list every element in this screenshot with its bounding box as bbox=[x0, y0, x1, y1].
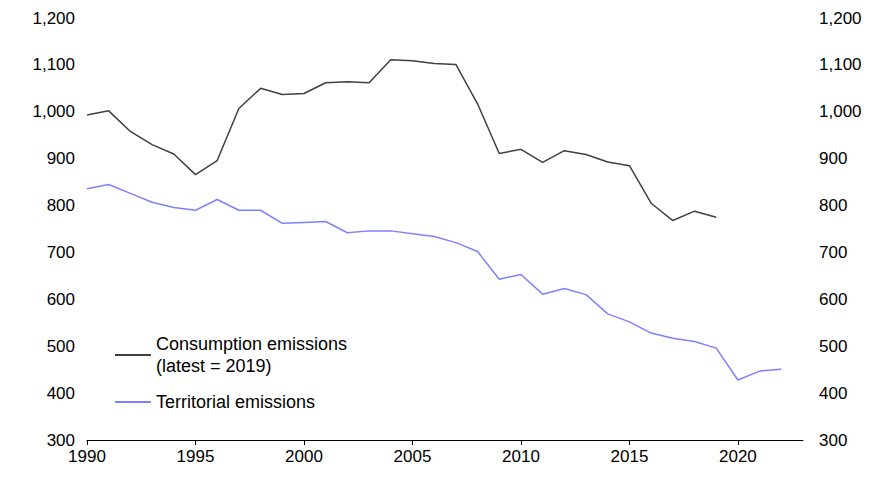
svg-text:Territorial emissions: Territorial emissions bbox=[156, 392, 315, 412]
svg-text:1,100: 1,100 bbox=[819, 55, 862, 74]
svg-text:1,200: 1,200 bbox=[32, 9, 75, 28]
svg-text:600: 600 bbox=[819, 290, 847, 309]
svg-text:1,000: 1,000 bbox=[819, 102, 862, 121]
svg-text:600: 600 bbox=[47, 290, 75, 309]
svg-text:800: 800 bbox=[47, 196, 75, 215]
svg-text:700: 700 bbox=[819, 243, 847, 262]
svg-text:300: 300 bbox=[819, 431, 847, 450]
svg-text:2020: 2020 bbox=[719, 447, 757, 466]
svg-text:700: 700 bbox=[47, 243, 75, 262]
svg-text:2015: 2015 bbox=[611, 447, 649, 466]
svg-text:2010: 2010 bbox=[502, 447, 540, 466]
svg-text:1990: 1990 bbox=[68, 447, 106, 466]
svg-text:500: 500 bbox=[819, 337, 847, 356]
svg-text:1,100: 1,100 bbox=[32, 55, 75, 74]
svg-text:300: 300 bbox=[46, 430, 75, 450]
svg-text:1995: 1995 bbox=[177, 447, 215, 466]
svg-text:1,200: 1,200 bbox=[819, 9, 862, 28]
svg-text:800: 800 bbox=[819, 196, 847, 215]
svg-text:2000: 2000 bbox=[285, 447, 323, 466]
svg-text:1,000: 1,000 bbox=[32, 102, 75, 121]
svg-text:2005: 2005 bbox=[394, 447, 432, 466]
svg-text:(latest = 2019): (latest = 2019) bbox=[156, 356, 272, 376]
svg-text:Consumption emissions: Consumption emissions bbox=[156, 334, 347, 354]
svg-text:900: 900 bbox=[47, 149, 75, 168]
svg-text:400: 400 bbox=[47, 384, 75, 403]
svg-text:500: 500 bbox=[47, 337, 75, 356]
svg-text:900: 900 bbox=[819, 149, 847, 168]
svg-text:400: 400 bbox=[819, 384, 847, 403]
